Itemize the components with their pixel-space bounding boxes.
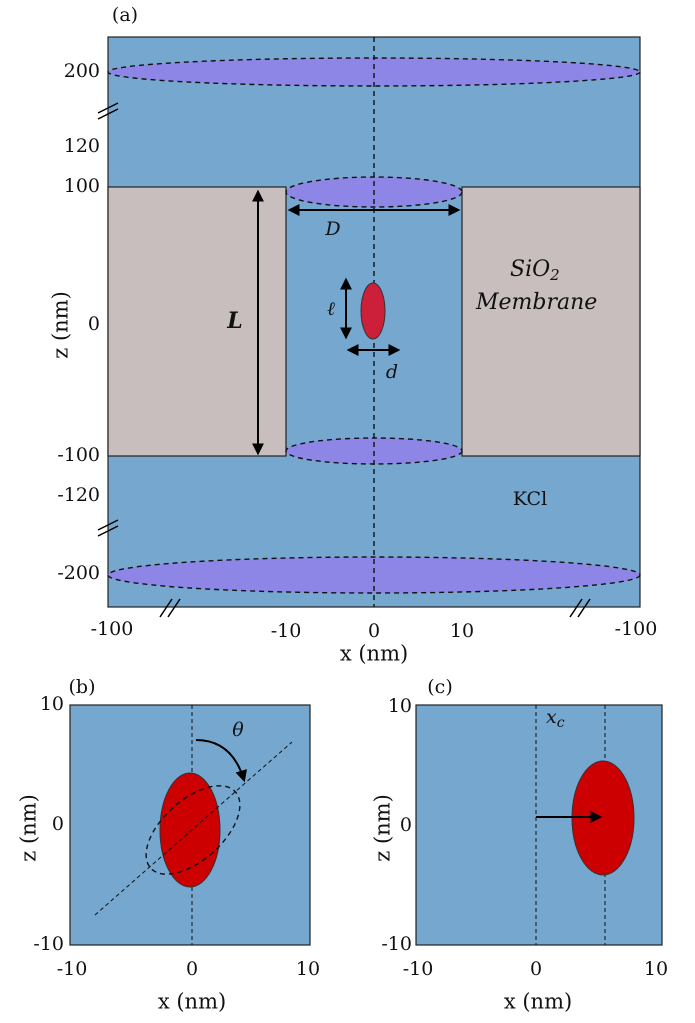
- x-tick-label: -10: [271, 620, 302, 642]
- z-ticks: 10 0 -10: [33, 693, 64, 955]
- panel-c: xc (c) -10 0 10 10 0 -10 x (nm) z (nm): [371, 676, 669, 1014]
- x-tick-label: 0: [530, 958, 542, 980]
- x-axis-label: x (nm): [158, 990, 226, 1014]
- z-tick-label: -10: [33, 933, 64, 955]
- z-tick-label: 120: [64, 135, 100, 157]
- z-tick-label: 100: [64, 175, 100, 197]
- x-ticks: -10 0 10: [57, 958, 320, 980]
- z-axis-label: z (nm): [49, 291, 73, 359]
- axis-breaks: [97, 102, 591, 618]
- z-ticks: 200 120 100 0 -100 -120 -200: [57, 60, 100, 584]
- z-tick-label: 10: [40, 693, 64, 715]
- x-tick-label: -100: [91, 618, 134, 640]
- z-tick-label: 0: [88, 313, 100, 335]
- z-tick-label: 0: [400, 814, 412, 836]
- x-axis-label: x (nm): [340, 642, 408, 666]
- particle: [360, 282, 386, 340]
- z-tick-label: 10: [388, 695, 412, 717]
- annotation-text: SiO: [510, 257, 550, 282]
- panel-label: (b): [69, 676, 96, 698]
- annotation: D: [324, 218, 340, 240]
- rotated-axis: [94, 741, 293, 916]
- annotation-subscript: 2: [549, 266, 560, 284]
- x-tick-label: 10: [450, 620, 474, 642]
- z-ticks: 10 0 -10: [381, 695, 412, 955]
- z-tick-label: 200: [64, 60, 100, 82]
- annotation-symbol: x: [546, 706, 557, 728]
- z-tick-label: -200: [57, 562, 100, 584]
- annotation: d: [386, 361, 398, 383]
- membrane-right: [461, 186, 641, 457]
- rotated-particle: [145, 785, 241, 875]
- annotation: KCl: [513, 488, 547, 510]
- x-tick-label: 10: [644, 958, 668, 980]
- panel-a: D L ℓ d SiO2 Membrane KCl (a) -100 -10 0…: [49, 4, 658, 666]
- particle: [159, 772, 221, 888]
- reservoir-bottom: [107, 556, 641, 594]
- annotation: SiO2: [510, 257, 560, 284]
- x-axis-label: x (nm): [504, 990, 572, 1014]
- x-tick-label: -10: [403, 958, 434, 980]
- z-axis-label: z (nm): [371, 794, 395, 862]
- rotation-arrow: [195, 739, 247, 783]
- annotation: ℓ: [327, 298, 335, 320]
- membrane-left: [107, 186, 287, 457]
- z-axis-label: z (nm): [17, 794, 41, 862]
- x-ticks: -10 0 10: [403, 958, 668, 980]
- x-tick-label: 0: [186, 958, 198, 980]
- z-tick-label: -120: [57, 484, 100, 506]
- panel-b: θ (b) -10 0 10 10 0 -10 x (nm) z (nm): [17, 676, 321, 1014]
- annotation: xc: [546, 706, 565, 731]
- annotation: θ: [232, 719, 244, 741]
- reservoir-top: [107, 57, 641, 87]
- z-tick-label: -100: [57, 444, 100, 466]
- panel-label: (c): [427, 676, 452, 698]
- annotation: Membrane: [475, 290, 597, 315]
- z-tick-label: 0: [52, 813, 64, 835]
- annotation: L: [226, 308, 242, 334]
- z-tick-label: -10: [381, 933, 412, 955]
- x-tick-label: 0: [368, 620, 380, 642]
- x-tick-label: -100: [615, 618, 658, 640]
- annotation-subscript: c: [557, 715, 565, 731]
- x-tick-label: 10: [296, 958, 320, 980]
- panel-label: (a): [112, 4, 138, 26]
- x-tick-label: -10: [57, 958, 88, 980]
- x-ticks: -100 -10 0 10 -100: [91, 618, 658, 642]
